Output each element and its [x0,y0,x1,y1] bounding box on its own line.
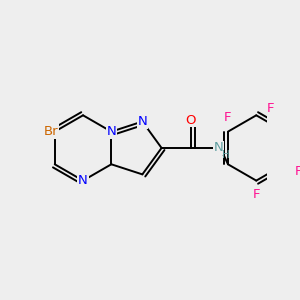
Text: O: O [186,114,196,127]
Text: F: F [295,165,300,178]
Text: F: F [224,111,232,124]
Text: N: N [106,125,116,138]
Text: N: N [137,115,147,128]
Text: Br: Br [44,125,58,138]
Text: N: N [78,174,88,187]
Text: H: H [222,150,229,160]
Text: F: F [253,188,260,201]
Text: N: N [213,142,223,154]
Text: F: F [267,102,274,115]
